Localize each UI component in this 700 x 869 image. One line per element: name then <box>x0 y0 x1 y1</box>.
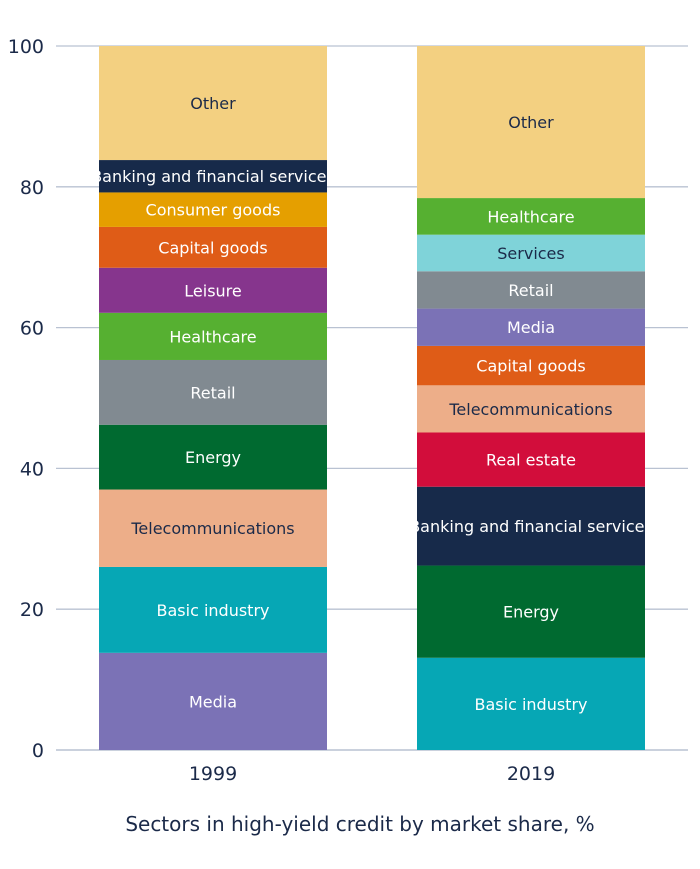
segment-label: Telecommunications <box>130 519 294 538</box>
bar-stack: Media Basic industry Telecommunications Ene… <box>91 46 335 750</box>
y-axis-tick-labels: 0 20 40 60 80 100 <box>8 36 44 762</box>
y-tick-label: 40 <box>20 458 44 480</box>
y-tick-label: 20 <box>20 599 44 621</box>
bars: Media Basic industry Telecommunications Ene… <box>91 46 653 750</box>
segment-label: Other <box>508 113 554 132</box>
segment-label: Telecommunications <box>448 400 612 419</box>
bar-segment <box>417 271 645 309</box>
bar-segment <box>99 424 327 490</box>
segment-label: Healthcare <box>487 207 574 226</box>
bar-segment <box>417 432 645 487</box>
segment-label: Banking and financial services <box>409 517 653 536</box>
bar-segment <box>417 198 645 235</box>
segment-label: Healthcare <box>169 327 256 346</box>
bar-segment <box>417 345 645 386</box>
y-tick-label: 100 <box>8 36 44 58</box>
segment-label: Real estate <box>486 451 576 470</box>
bar-segment <box>417 385 645 433</box>
segment-label: Retail <box>190 383 235 402</box>
segment-label: Media <box>189 692 237 711</box>
segment-label: Capital goods <box>158 238 267 257</box>
segment-label: Capital goods <box>476 357 585 376</box>
bar-segment <box>417 565 645 658</box>
bar-segment <box>417 486 645 566</box>
segment-label: Media <box>507 318 555 337</box>
segment-label: Leisure <box>184 281 241 300</box>
segment-label: Energy <box>503 603 559 622</box>
bar-segment <box>99 226 327 268</box>
bar-segment <box>99 312 327 360</box>
segment-label: Retail <box>508 281 553 300</box>
segment-label: Services <box>497 244 564 263</box>
bar-segment <box>417 234 645 272</box>
segment-label: Basic industry <box>157 601 270 620</box>
x-tick-label: 1999 <box>189 763 237 785</box>
x-tick-label: 2019 <box>507 763 555 785</box>
bar-segment <box>417 308 645 346</box>
x-axis-tick-labels: 1999 2019 <box>189 763 555 785</box>
bar-segment <box>417 657 645 750</box>
segment-label: Other <box>190 94 236 113</box>
segment-label: Energy <box>185 448 241 467</box>
bar-segment <box>99 359 327 425</box>
bar-segment <box>417 46 645 199</box>
bar-segment <box>99 267 327 313</box>
bar-segment <box>99 489 327 567</box>
bar-segment <box>99 652 327 750</box>
y-tick-label: 80 <box>20 177 44 199</box>
segment-label: Basic industry <box>475 695 588 714</box>
segment-label: Banking and financial services <box>91 167 335 186</box>
bar-segment <box>99 46 327 161</box>
y-tick-label: 0 <box>32 740 44 762</box>
bar-segment <box>99 192 327 227</box>
x-axis-title: Sectors in high-yield credit by market s… <box>125 812 594 836</box>
bar-segment <box>99 160 327 193</box>
segment-label: Consumer goods <box>146 201 281 220</box>
y-tick-label: 60 <box>20 318 44 340</box>
bar-stack: Basic industry Energy Banking and financia… <box>409 46 653 750</box>
bar-segment <box>99 566 327 653</box>
